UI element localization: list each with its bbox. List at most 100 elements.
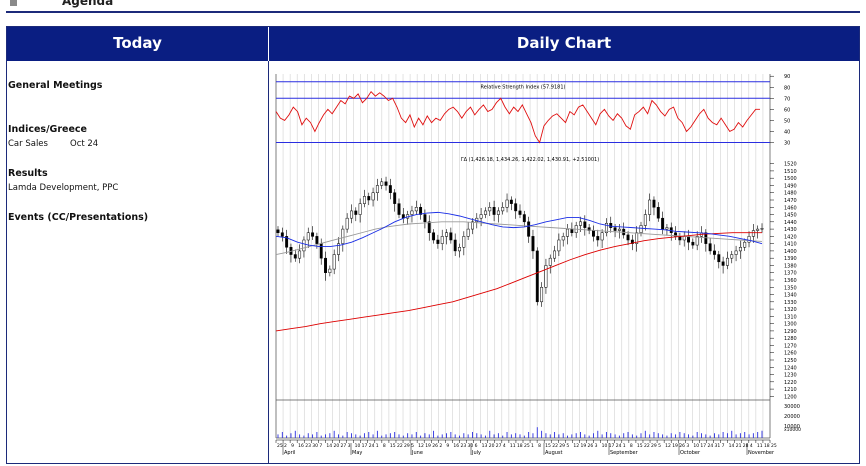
month-label: November (748, 450, 775, 456)
candle-body (548, 257, 552, 266)
rsi-tick-label: 80 (784, 85, 790, 91)
x-tick-label: 5 (658, 443, 661, 449)
volume-tick-label: 10000 (784, 424, 800, 430)
x-tick-label: 7 (722, 443, 725, 449)
candle-body (328, 268, 332, 273)
x-tick-label: 26 (679, 443, 685, 449)
price-tick-label: 1470 (784, 198, 797, 204)
x-tick-label: 11 (510, 443, 516, 449)
month-label: August (545, 450, 563, 456)
price-tick-label: 1460 (784, 205, 797, 211)
candle-body (600, 232, 604, 241)
candle-body (462, 236, 466, 248)
candle-body (505, 199, 509, 208)
results-text: Lamda Development, PPC (8, 183, 119, 193)
candle-body (682, 236, 686, 241)
candle-body (362, 196, 366, 204)
candle-body (449, 232, 453, 241)
candle-body (721, 261, 725, 266)
candle-body (276, 229, 280, 233)
x-tick-label: 13 (482, 443, 488, 449)
car-sales-date: Oct 24 (70, 139, 99, 149)
candle-body (280, 232, 284, 237)
candle-body (592, 230, 595, 237)
volume-unit-label: x10000 (784, 427, 801, 433)
candle-body (630, 239, 634, 244)
price-tick-label: 1220 (784, 380, 797, 386)
candle-body (453, 239, 457, 252)
candle-body (483, 210, 487, 215)
candle-body (496, 210, 500, 215)
candle-body (665, 227, 669, 230)
candle-body (648, 199, 652, 215)
volume-tick-label: 30000 (784, 404, 800, 410)
candle-body (518, 210, 522, 215)
x-tick-label: 26 (588, 443, 594, 449)
price-tick-label: 1410 (784, 242, 797, 248)
x-tick-label: 29 (651, 443, 657, 449)
x-tick-label: 15 (637, 443, 643, 449)
x-tick-label: 15 (390, 443, 396, 449)
price-tick-label: 1210 (784, 387, 797, 393)
candle-body (656, 207, 660, 219)
x-tick-label: 30 (468, 443, 474, 449)
price-tick-label: 1360 (784, 278, 797, 284)
x-tick-label: 7 (319, 443, 322, 449)
rsi-panel: Relative Strength Index (57.9181) 90 80 70 6… (275, 74, 790, 146)
candle-body (639, 225, 643, 233)
candle-body (419, 207, 423, 215)
candle-body (375, 185, 379, 193)
column-divider (268, 61, 269, 463)
x-tick-label: 18 (517, 443, 523, 449)
candle-body (579, 221, 582, 226)
price-tick-label: 1450 (784, 213, 797, 219)
candle-body (531, 236, 535, 252)
daily-chart: Relative Strength Index (57.9181) 90 80 70 6… (275, 74, 801, 456)
candle-body (643, 214, 647, 226)
x-tick-label: 25 (524, 443, 530, 449)
x-tick-label: 1 (531, 443, 534, 449)
agenda-rule (6, 11, 860, 13)
month-label: July (471, 450, 481, 456)
x-tick-label: 27 (496, 443, 502, 449)
candle-body (566, 228, 569, 237)
candle-body (760, 228, 764, 230)
x-tick-label: 22 (552, 443, 558, 449)
candle-body (341, 228, 345, 244)
month-label: September (610, 450, 639, 456)
x-tick-label: 3 (686, 443, 689, 449)
candle-body (285, 236, 289, 248)
events-heading: Events (CC/Presentations) (8, 212, 149, 223)
candle-body (609, 223, 613, 228)
x-tick-label: 30 (312, 443, 318, 449)
x-tick-label: 22 (644, 443, 650, 449)
price-title: ΓΔ (1,426.18, 1,434.26, 1,422.02, 1,430.… (461, 157, 599, 163)
price-tick-label: 1200 (784, 394, 797, 400)
candle-body (471, 221, 474, 230)
x-tick-label: 17 (700, 443, 706, 449)
rsi-tick-label: 50 (784, 118, 790, 124)
candle-body (332, 254, 336, 270)
candle-body (306, 232, 310, 241)
candle-body (522, 214, 526, 223)
candle-body (604, 223, 608, 233)
x-tick-label: 16 (453, 443, 459, 449)
x-tick-label: 10 (355, 443, 361, 449)
candle-body (315, 236, 319, 244)
price-tick-label: 1240 (784, 365, 797, 371)
agenda-bullet-icon (10, 0, 17, 6)
x-tick-label: 12 (573, 443, 579, 449)
candle-body (661, 217, 665, 230)
price-tick-label: 1370 (784, 271, 797, 277)
x-tick-label: 8 (538, 443, 541, 449)
x-tick-label: 12 (418, 443, 424, 449)
price-tick-label: 1440 (784, 220, 797, 226)
x-tick-label: 10 (693, 443, 699, 449)
x-tick-label: 23 (305, 443, 311, 449)
volume-tick-label: 20000 (784, 414, 800, 420)
rsi-tick-label: 60 (784, 107, 790, 113)
candle-body (466, 228, 470, 237)
x-tick-label: 21 (736, 443, 742, 449)
candle-body (393, 192, 397, 204)
candle-body (544, 265, 548, 288)
